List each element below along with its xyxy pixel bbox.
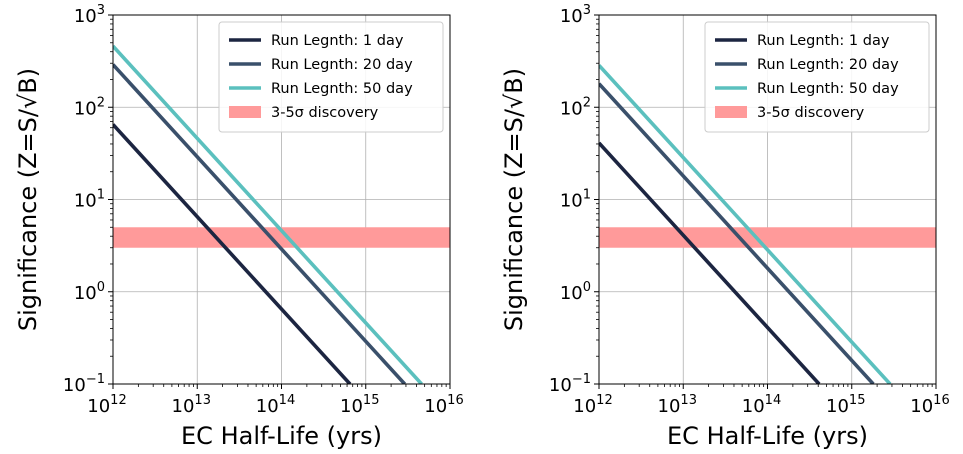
y-tick-label: 102 bbox=[560, 95, 591, 119]
axes-frame bbox=[598, 14, 937, 385]
legend-entry: 3-5σ discovery bbox=[757, 105, 865, 121]
legend-swatch bbox=[715, 106, 747, 118]
x-tick-label: 1015 bbox=[340, 393, 379, 417]
x-tick-label: 1013 bbox=[172, 393, 211, 417]
legend-entry: 3-5σ discovery bbox=[271, 105, 379, 121]
y-tick-label: 10−1 bbox=[549, 372, 591, 396]
x-tick-label: 1012 bbox=[573, 393, 612, 417]
y-tick-label: 101 bbox=[74, 188, 105, 212]
axes-frame bbox=[112, 14, 451, 385]
legend-box bbox=[218, 21, 444, 133]
discovery-band bbox=[113, 227, 450, 248]
series-line-3 bbox=[113, 44, 423, 384]
y-tick-label: 100 bbox=[560, 280, 591, 304]
legend-entry: Run Legnth: 50 day bbox=[271, 81, 413, 97]
x-tick-label: 1014 bbox=[256, 393, 295, 417]
legend-entry: Run Legnth: 50 day bbox=[757, 81, 899, 97]
x-axis-label: EC Half-Life (yrs) bbox=[667, 422, 868, 450]
series-line-2 bbox=[113, 63, 407, 384]
series-line-1 bbox=[599, 141, 821, 384]
chart-panel-2: 1012 1013 1014 1015 1016 10−1 100 101 102 103 EC H… bbox=[500, 3, 950, 450]
legend: Run Legnth: 1 day Run Legnth: 20 day Run L… bbox=[704, 21, 930, 133]
y-axis-label: Significance (Z=S/√B) bbox=[500, 68, 528, 331]
x-axis-label: EC Half-Life (yrs) bbox=[181, 422, 382, 450]
ticks: 1012 1013 1014 1015 1016 10−1 100 101 102 103 bbox=[63, 3, 464, 417]
y-tick-label: 10−1 bbox=[63, 372, 105, 396]
legend-swatch bbox=[229, 106, 261, 118]
y-tick-label: 101 bbox=[560, 188, 591, 212]
y-tick-label: 103 bbox=[560, 3, 591, 27]
legend-entry: Run Legnth: 20 day bbox=[757, 57, 899, 73]
legend-entry: Run Legnth: 1 day bbox=[757, 33, 890, 49]
series-line-2 bbox=[599, 82, 875, 384]
series-line-1 bbox=[113, 123, 352, 384]
x-tick-label: 1016 bbox=[424, 393, 463, 417]
x-tick-label: 1014 bbox=[742, 393, 781, 417]
legend-entry: Run Legnth: 20 day bbox=[271, 57, 413, 73]
series-line-3 bbox=[599, 64, 892, 384]
y-tick-label: 100 bbox=[74, 280, 105, 304]
x-tick-label: 1015 bbox=[826, 393, 865, 417]
y-axis-label: Significance (Z=S/√B) bbox=[14, 68, 42, 331]
chart-panel-1: 1012 1013 1014 1015 1016 10−1 100 101 102 103 EC H… bbox=[14, 3, 464, 450]
legend-box bbox=[704, 21, 930, 133]
x-tick-label: 1012 bbox=[87, 393, 126, 417]
x-tick-label: 1016 bbox=[910, 393, 949, 417]
y-tick-label: 103 bbox=[74, 3, 105, 27]
y-tick-label: 102 bbox=[74, 95, 105, 119]
x-tick-label: 1013 bbox=[658, 393, 697, 417]
discovery-band bbox=[599, 227, 936, 248]
legend: Run Legnth: 1 day Run Legnth: 20 day Run L… bbox=[218, 21, 444, 133]
legend-entry: Run Legnth: 1 day bbox=[271, 33, 404, 49]
